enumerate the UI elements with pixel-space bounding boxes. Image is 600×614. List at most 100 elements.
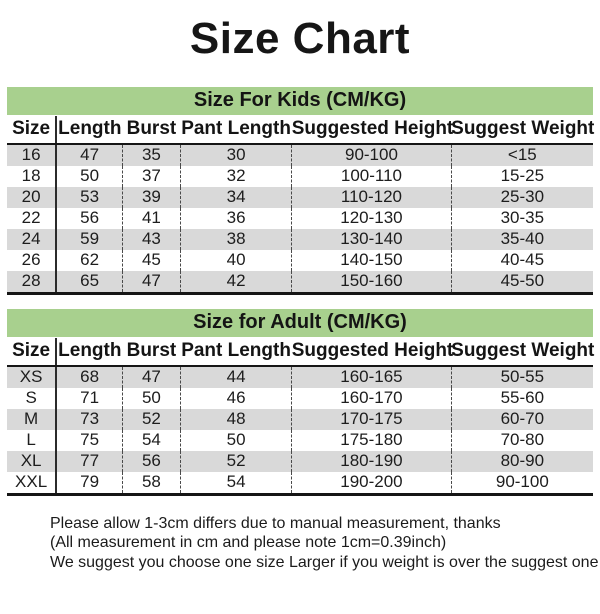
- table-row: S 71 50 46 160-170 55-60: [7, 387, 593, 409]
- table-row: 24 59 43 38 130-140 35-40: [7, 228, 593, 250]
- cell: 70-80: [450, 429, 593, 451]
- column-header: Pant Length: [180, 115, 292, 145]
- cell: 48: [179, 408, 292, 430]
- cell: 90-100: [450, 471, 593, 495]
- cell: 77: [55, 450, 123, 472]
- cell: 59: [55, 228, 123, 250]
- cell: 42: [179, 270, 292, 294]
- cell: 24: [21, 229, 41, 249]
- table-row: M 73 52 48 170-175 60-70: [7, 408, 593, 430]
- cell: XS: [19, 367, 43, 387]
- cell: 60-70: [450, 408, 593, 430]
- cell: XXL: [15, 472, 48, 492]
- cell: 34: [179, 186, 292, 208]
- cell: 47: [55, 143, 123, 166]
- cell: 45-50: [450, 270, 593, 294]
- column-header: Length: [55, 115, 123, 145]
- cell: 28: [21, 271, 41, 291]
- cell: 52: [179, 450, 292, 472]
- cell: 73: [55, 408, 123, 430]
- cell: 50: [55, 165, 123, 187]
- cell: 44: [179, 365, 292, 388]
- header-row: Size Length Burst Pant Length Suggested Heig…: [7, 337, 594, 367]
- cell: 58: [121, 471, 181, 495]
- cell: 140-150: [291, 249, 452, 271]
- table-row: XL 77 56 52 180-190 80-90: [7, 450, 593, 472]
- size-tables-container: Size For Kids (CM/KG) Size Length Burst Pant…: [0, 86, 600, 496]
- column-header: Pant Length: [180, 337, 292, 367]
- cell: 40: [179, 249, 292, 271]
- size-table: Size Length Burst Pant Length Suggested Heig…: [7, 115, 594, 295]
- cell: 180-190: [291, 450, 452, 472]
- cell: 68: [55, 365, 123, 388]
- size-table: Size Length Burst Pant Length Suggested Heig…: [7, 337, 594, 496]
- cell: 190-200: [291, 471, 452, 495]
- table-row: 20 53 39 34 110-120 25-30: [7, 186, 593, 208]
- cell: 160-165: [291, 365, 452, 388]
- cell: <15: [450, 143, 593, 166]
- table-row: 22 56 41 36 120-130 30-35: [7, 207, 593, 229]
- column-header: Suggest Weight: [451, 115, 594, 145]
- cell: 71: [55, 387, 123, 409]
- column-header: Suggested Height: [291, 115, 453, 145]
- section-header: Size for Adult (CM/KG): [7, 308, 593, 337]
- table-row: 26 62 45 40 140-150 40-45: [7, 249, 593, 271]
- table-row: L 75 54 50 175-180 70-80: [7, 429, 593, 451]
- cell: 110-120: [291, 186, 452, 208]
- column-header: Burst: [122, 115, 181, 145]
- cell: 50: [121, 387, 181, 409]
- cell: 16: [21, 145, 41, 165]
- cell: 160-170: [291, 387, 452, 409]
- cell: 15-25: [450, 165, 593, 187]
- column-header: Length: [55, 337, 123, 367]
- cell: S: [25, 388, 37, 408]
- cell: 38: [179, 228, 292, 250]
- cell: 47: [121, 365, 181, 388]
- column-header: Size: [7, 337, 57, 367]
- column-header: Suggest Weight: [451, 337, 594, 367]
- cell: 170-175: [291, 408, 452, 430]
- cell: 54: [121, 429, 181, 451]
- cell: 80-90: [450, 450, 593, 472]
- cell: 30: [179, 143, 292, 166]
- cell: 100-110: [291, 165, 452, 187]
- cell: 65: [55, 270, 123, 294]
- cell: 56: [121, 450, 181, 472]
- cell: 25-30: [450, 186, 593, 208]
- cell: XL: [20, 451, 42, 471]
- cell: M: [24, 409, 39, 429]
- column-header: Suggested Height: [291, 337, 453, 367]
- note-line: We suggest you choose one size Larger if…: [50, 553, 599, 571]
- size-chart-page: Size Chart Size For Kids (CM/KG) Size Leng…: [0, 14, 600, 614]
- cell: 150-160: [291, 270, 452, 294]
- cell: 50-55: [450, 365, 593, 388]
- cell: 54: [179, 471, 292, 495]
- cell: 79: [55, 471, 123, 495]
- cell: 37: [121, 165, 181, 187]
- cell: 40-45: [450, 249, 593, 271]
- cell: 35: [121, 143, 181, 166]
- cell: 22: [21, 208, 41, 228]
- column-header: Size: [7, 115, 57, 145]
- cell: 47: [121, 270, 181, 294]
- note-line: Please allow 1-3cm differs due to manual…: [50, 514, 501, 532]
- table-row: 28 65 47 42 150-160 45-50: [7, 270, 593, 294]
- cell: 56: [55, 207, 123, 229]
- cell: 50: [179, 429, 292, 451]
- cell: 175-180: [291, 429, 452, 451]
- cell: 55-60: [450, 387, 593, 409]
- cell: L: [26, 430, 36, 450]
- table-row: 18 50 37 32 100-110 15-25: [7, 165, 593, 187]
- cell: 62: [55, 249, 123, 271]
- cell: 130-140: [291, 228, 452, 250]
- cell: 120-130: [291, 207, 452, 229]
- cell: 52: [121, 408, 181, 430]
- table-row: 16 47 35 30 90-100 <15: [7, 143, 593, 166]
- cell: 90-100: [291, 143, 452, 166]
- cell: 43: [121, 228, 181, 250]
- cell: 41: [121, 207, 181, 229]
- note-line: (All measurement in cm and please note 1…: [50, 534, 447, 552]
- cell: 75: [55, 429, 123, 451]
- table-row: XS 68 47 44 160-165 50-55: [7, 365, 593, 388]
- cell: 18: [21, 166, 41, 186]
